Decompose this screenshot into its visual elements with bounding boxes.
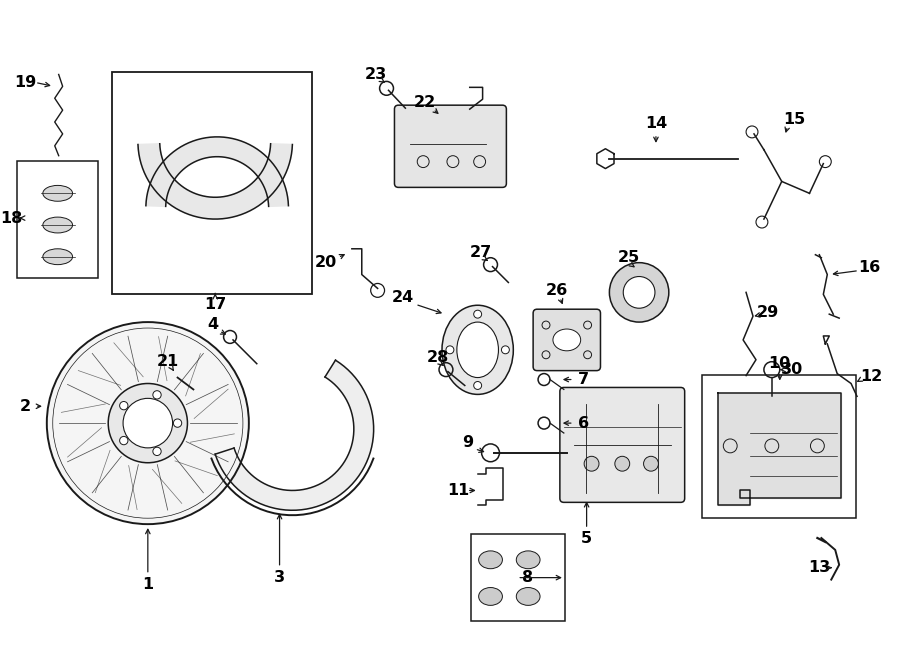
Circle shape (644, 456, 659, 471)
Text: 9: 9 (463, 436, 473, 450)
Text: 2: 2 (20, 399, 31, 414)
Text: 20: 20 (315, 255, 338, 270)
FancyBboxPatch shape (560, 387, 685, 502)
Ellipse shape (43, 249, 73, 265)
Text: 25: 25 (618, 250, 640, 265)
Bar (112, 72, 312, 295)
Text: 8: 8 (522, 570, 533, 585)
Circle shape (120, 436, 128, 445)
FancyBboxPatch shape (394, 105, 507, 187)
Bar (17, 161, 98, 277)
Circle shape (174, 419, 182, 427)
Text: 15: 15 (784, 111, 806, 126)
Text: 10: 10 (769, 356, 791, 371)
Text: 5: 5 (581, 530, 592, 545)
Text: 24: 24 (392, 290, 415, 305)
Polygon shape (138, 144, 292, 219)
Circle shape (153, 391, 161, 399)
Ellipse shape (442, 305, 513, 395)
Polygon shape (215, 360, 374, 510)
Circle shape (153, 448, 161, 455)
Ellipse shape (479, 551, 502, 569)
Text: 21: 21 (157, 354, 179, 369)
Bar (703, 375, 856, 518)
Text: 1: 1 (142, 577, 153, 592)
Text: 26: 26 (545, 283, 568, 298)
Text: 30: 30 (780, 362, 803, 377)
Circle shape (47, 322, 249, 524)
Circle shape (584, 456, 599, 471)
Circle shape (473, 310, 482, 318)
Polygon shape (146, 137, 288, 207)
Circle shape (615, 456, 630, 471)
Circle shape (473, 381, 482, 389)
Circle shape (446, 346, 454, 354)
Text: 16: 16 (858, 260, 880, 275)
Ellipse shape (43, 185, 73, 201)
Circle shape (624, 277, 655, 308)
Text: 29: 29 (757, 305, 779, 320)
Circle shape (609, 263, 669, 322)
Text: 18: 18 (0, 211, 22, 226)
Text: 19: 19 (14, 75, 36, 90)
Circle shape (123, 399, 173, 448)
Text: 12: 12 (860, 369, 882, 384)
Text: 11: 11 (446, 483, 469, 498)
Text: 13: 13 (808, 560, 831, 575)
Polygon shape (718, 393, 842, 505)
Bar (471, 534, 565, 621)
Text: 23: 23 (364, 67, 387, 82)
Ellipse shape (43, 217, 73, 233)
Ellipse shape (553, 329, 580, 351)
Text: 22: 22 (414, 95, 436, 110)
Text: 7: 7 (578, 372, 590, 387)
Circle shape (108, 383, 187, 463)
Text: 4: 4 (208, 316, 219, 332)
Ellipse shape (517, 588, 540, 605)
Text: 14: 14 (644, 117, 667, 132)
Text: 3: 3 (274, 570, 285, 585)
Text: 27: 27 (470, 245, 491, 260)
Circle shape (501, 346, 509, 354)
Ellipse shape (517, 551, 540, 569)
FancyBboxPatch shape (533, 309, 600, 371)
Text: 28: 28 (427, 350, 449, 365)
Ellipse shape (457, 322, 499, 377)
Circle shape (120, 401, 128, 410)
Text: 6: 6 (578, 416, 590, 430)
Text: 17: 17 (204, 297, 226, 312)
Ellipse shape (479, 588, 502, 605)
